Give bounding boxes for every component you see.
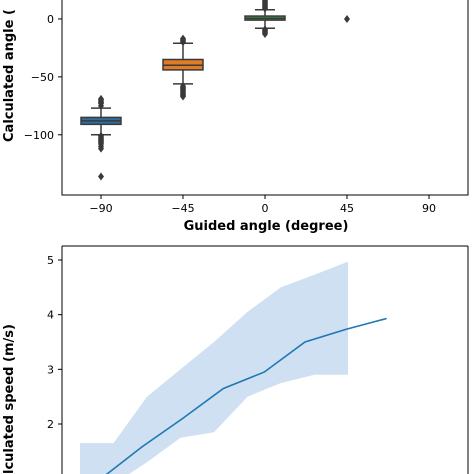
top-y-axis-ticks: 0 −50 −100 [24, 13, 62, 142]
x-tick-label: −45 [171, 202, 194, 215]
y-tick-label: 4 [47, 309, 54, 322]
box--45 [162, 34, 204, 101]
box--90 [80, 94, 122, 181]
outlier-point [263, 0, 267, 3]
x-tick-label: −90 [89, 202, 112, 215]
bottom-y-axis-ticks: 2 3 4 5 [47, 254, 62, 431]
top-x-axis-title: Guided angle (degree) [184, 219, 349, 234]
series-line [105, 317, 387, 474]
outlier-point [98, 94, 104, 103]
outlier-point [98, 172, 104, 181]
y-tick-label: 2 [47, 418, 54, 431]
y-tick-label: −50 [31, 71, 54, 84]
box-45 [344, 14, 350, 23]
top-y-axis-title: Calculated angle ( [2, 9, 17, 142]
box-plot-boxes [80, 0, 350, 181]
bottom-y-axis-title: lculated speed (m/s) [2, 324, 17, 474]
outlier-point [180, 92, 186, 101]
outlier-point [262, 30, 268, 39]
outlier-point [344, 14, 350, 23]
outlier-point [98, 144, 104, 153]
x-tick-label: 45 [340, 202, 354, 215]
y-tick-label: 3 [47, 363, 54, 376]
y-tick-label: 5 [47, 254, 54, 267]
x-tick-label: 90 [422, 202, 436, 215]
line-chart: 2 3 4 5 lculated speed (m/s) [2, 245, 469, 474]
y-tick-label: −100 [24, 129, 54, 142]
y-tick-label: 0 [47, 13, 54, 26]
box-plot-chart: 0 −50 −100 −90 −45 0 45 90 Guided angle (degre… [2, 0, 469, 234]
outlier-point [180, 34, 186, 43]
top-x-axis-ticks: −90 −45 0 45 90 [89, 195, 436, 215]
confidence-band [80, 261, 348, 474]
x-tick-label: 0 [262, 202, 269, 215]
box-0 [244, 0, 286, 39]
